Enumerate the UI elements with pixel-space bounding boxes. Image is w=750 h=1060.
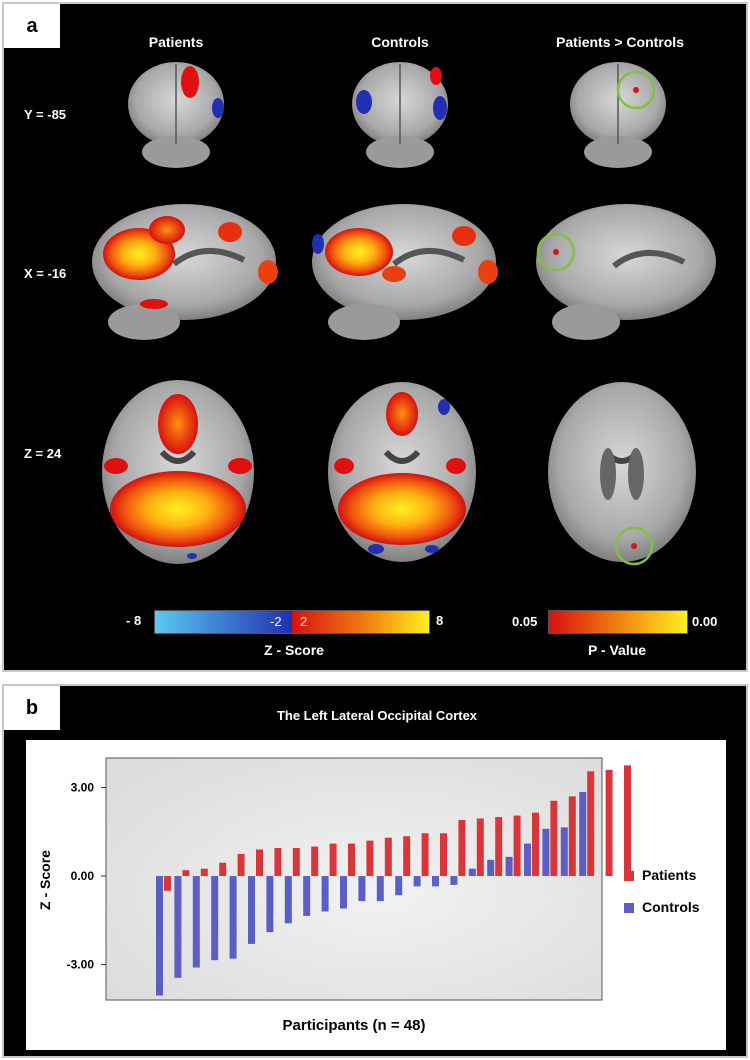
- controls-bar: [211, 876, 219, 961]
- coronal-difference: [570, 62, 666, 168]
- controls-bar: [266, 876, 274, 933]
- sagittal-difference: [536, 204, 716, 340]
- controls-bar: [432, 876, 439, 887]
- patients-bar: [384, 837, 392, 877]
- controls-bar: [524, 843, 531, 877]
- patients-bar: [605, 769, 613, 877]
- y-tick-label: 0.00: [71, 869, 95, 883]
- controls-bar: [358, 876, 366, 902]
- patients-bar: [274, 848, 282, 877]
- patients-bar: [532, 812, 539, 877]
- patients-bar: [200, 868, 208, 877]
- controls-bar: [321, 876, 329, 912]
- controls-bar: [395, 876, 403, 896]
- row-label-sagittal: X = -16: [24, 266, 67, 281]
- patients-bar: [421, 833, 429, 877]
- patients-bar: [348, 843, 355, 877]
- patients-bar: [495, 817, 503, 877]
- column-heading-patients: Patients: [148, 34, 204, 50]
- bars-layer: [156, 765, 631, 996]
- y-tick-label: 3.00: [71, 781, 95, 795]
- controls-bar: [579, 791, 587, 877]
- patients-bar: [182, 870, 190, 877]
- panel-a: a Patients Controls Patients > Controls …: [2, 2, 748, 672]
- ticks-layer: 3.00 0.00 -3.00: [67, 781, 106, 972]
- z-scale-min: - 8: [126, 613, 142, 628]
- axial-difference: [548, 382, 696, 566]
- panel-b-label: b: [4, 686, 60, 730]
- x-axis-label: Participants (n = 48): [283, 1017, 426, 1034]
- brain-slices: [92, 62, 716, 566]
- z-score-colorbar: [154, 610, 430, 634]
- chart-area: 3.00 0.00 -3.00 Z - Score Participants (n …: [26, 740, 726, 1050]
- controls-bar: [303, 876, 311, 916]
- coronal-patients: [128, 62, 224, 168]
- controls-bar: [284, 876, 292, 924]
- p-scale-title: P - Value: [587, 642, 647, 658]
- legend-swatch-controls: [624, 903, 634, 913]
- row-label-coronal: Y = -85: [24, 107, 67, 122]
- patients-bar: [219, 862, 227, 877]
- controls-bar: [468, 868, 476, 877]
- y-tick-label: -3.00: [67, 958, 95, 972]
- controls-bar: [413, 876, 421, 887]
- p-value-colorbar: [548, 610, 688, 634]
- controls-bar: [505, 856, 513, 877]
- controls-bar: [340, 876, 347, 909]
- patients-bar: [458, 819, 466, 877]
- z-scale-max: 8: [436, 613, 444, 628]
- patients-bar: [256, 849, 263, 877]
- controls-bar: [156, 876, 163, 996]
- controls-bar: [174, 876, 182, 978]
- legend-swatch-patients: [624, 871, 634, 881]
- patients-bar: [292, 848, 300, 877]
- patients-bar: [568, 796, 576, 877]
- row-label-axial: Z = 24: [24, 446, 62, 461]
- panel-b: b The Left Lateral Occipital Cortex 3.00…: [2, 684, 748, 1058]
- patients-bar: [237, 853, 245, 877]
- axial-controls: [328, 382, 476, 562]
- y-axis-label: Z - Score: [37, 850, 53, 910]
- column-heading-controls: Controls: [371, 34, 429, 50]
- patients-bar: [164, 876, 171, 891]
- controls-bar: [376, 876, 384, 902]
- legend: Patients Controls: [624, 867, 700, 915]
- sagittal-patients: [92, 204, 278, 340]
- patients-bar: [440, 833, 447, 877]
- controls-bar: [248, 876, 255, 944]
- p-scale-min: 0.05: [512, 614, 538, 629]
- sagittal-controls: [312, 204, 498, 340]
- patients-bar: [366, 840, 374, 877]
- bar-chart: 3.00 0.00 -3.00 Z - Score Participants (n …: [37, 757, 700, 1034]
- controls-bar: [450, 876, 458, 885]
- controls-bar: [192, 876, 200, 968]
- controls-bar: [229, 876, 237, 959]
- coronal-controls: [352, 62, 448, 168]
- z-scale-title: Z - Score: [264, 642, 324, 658]
- z-scale-neg-threshold: -2: [270, 614, 282, 629]
- legend-label-controls: Controls: [642, 899, 700, 915]
- patients-bar: [329, 843, 337, 877]
- patients-bar: [550, 800, 558, 877]
- controls-bar: [487, 859, 495, 877]
- panel-a-label: a: [4, 4, 60, 48]
- patients-bar: [403, 836, 411, 877]
- patients-bar: [624, 765, 631, 877]
- patients-bar: [587, 771, 595, 877]
- patients-bar: [476, 818, 484, 877]
- column-heading-difference: Patients > Controls: [556, 34, 684, 50]
- p-scale-max: 0.00: [692, 614, 718, 629]
- axial-patients: [102, 380, 254, 564]
- patients-bar: [513, 815, 521, 877]
- legend-label-patients: Patients: [642, 867, 697, 883]
- controls-bar: [560, 827, 568, 877]
- plot-background: [105, 757, 603, 1001]
- z-scale-pos-threshold: 2: [300, 614, 308, 629]
- chart-title: The Left Lateral Occipital Cortex: [276, 708, 478, 723]
- patients-bar: [311, 846, 319, 877]
- controls-bar: [542, 828, 550, 877]
